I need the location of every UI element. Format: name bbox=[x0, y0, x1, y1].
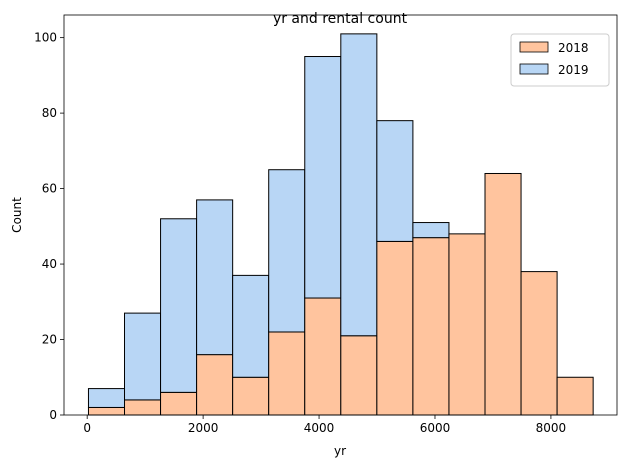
x-tick-label: 4000 bbox=[304, 421, 335, 435]
x-tick-label: 0 bbox=[83, 421, 91, 435]
bar-2018-bin-8 bbox=[376, 240, 414, 416]
bar-2019-bin-5 bbox=[268, 169, 306, 333]
x-tick-label: 2000 bbox=[188, 421, 219, 435]
axes-frame bbox=[63, 14, 618, 416]
chart-title: yr and rental count bbox=[273, 11, 408, 27]
y-tick-label: 60 bbox=[42, 182, 57, 196]
bar-2018-bin-5 bbox=[268, 331, 306, 416]
y-axis-label: Count bbox=[10, 197, 24, 233]
bar-2018-bin-6 bbox=[304, 297, 342, 416]
bar-2018-bin-7 bbox=[340, 335, 378, 416]
legend-label-2019: 2019 bbox=[558, 63, 589, 77]
legend: 2018 2019 bbox=[510, 33, 610, 87]
y-tick-label: 80 bbox=[42, 106, 57, 120]
x-axis: 0 2000 4000 6000 8000 bbox=[83, 415, 566, 435]
x-axis-label: yr bbox=[334, 444, 346, 458]
bar-2019-bin-1 bbox=[124, 312, 162, 401]
bar-2018-bin-3 bbox=[196, 354, 234, 416]
bar-2019-bin-8 bbox=[376, 120, 414, 242]
x-tick-label: 8000 bbox=[536, 421, 567, 435]
legend-swatch-2018 bbox=[519, 41, 549, 53]
y-axis: 0 20 40 60 80 100 bbox=[34, 31, 64, 422]
bar-2018-bin-0 bbox=[87, 406, 126, 416]
bar-2018-bin-10 bbox=[448, 233, 486, 416]
bar-2019-bin-3 bbox=[196, 199, 234, 356]
bar-2018-bin-13 bbox=[556, 376, 594, 416]
legend-label-2018: 2018 bbox=[558, 41, 589, 55]
x-tick-label: 6000 bbox=[420, 421, 451, 435]
bar-2019-bin-7 bbox=[340, 33, 378, 337]
y-tick-label: 0 bbox=[49, 408, 57, 422]
y-tick-label: 40 bbox=[42, 257, 57, 271]
bar-2018-bin-4 bbox=[232, 376, 270, 416]
bar-2018-bin-12 bbox=[520, 271, 558, 416]
bars-group bbox=[87, 33, 594, 416]
bar-2018-bin-11 bbox=[484, 172, 522, 416]
bar-2019-bin-6 bbox=[304, 56, 342, 299]
y-tick-label: 20 bbox=[42, 333, 57, 347]
legend-swatch-2019 bbox=[519, 63, 549, 75]
bar-2019-bin-2 bbox=[160, 218, 198, 393]
bar-2018-bin-1 bbox=[124, 399, 162, 416]
bar-2018-bin-2 bbox=[160, 391, 198, 416]
bar-2019-bin-0 bbox=[87, 388, 126, 408]
y-tick-label: 100 bbox=[34, 31, 57, 45]
bar-2019-bin-9 bbox=[412, 222, 450, 239]
bar-2019-bin-4 bbox=[232, 274, 270, 378]
bar-2018-bin-9 bbox=[412, 237, 450, 416]
